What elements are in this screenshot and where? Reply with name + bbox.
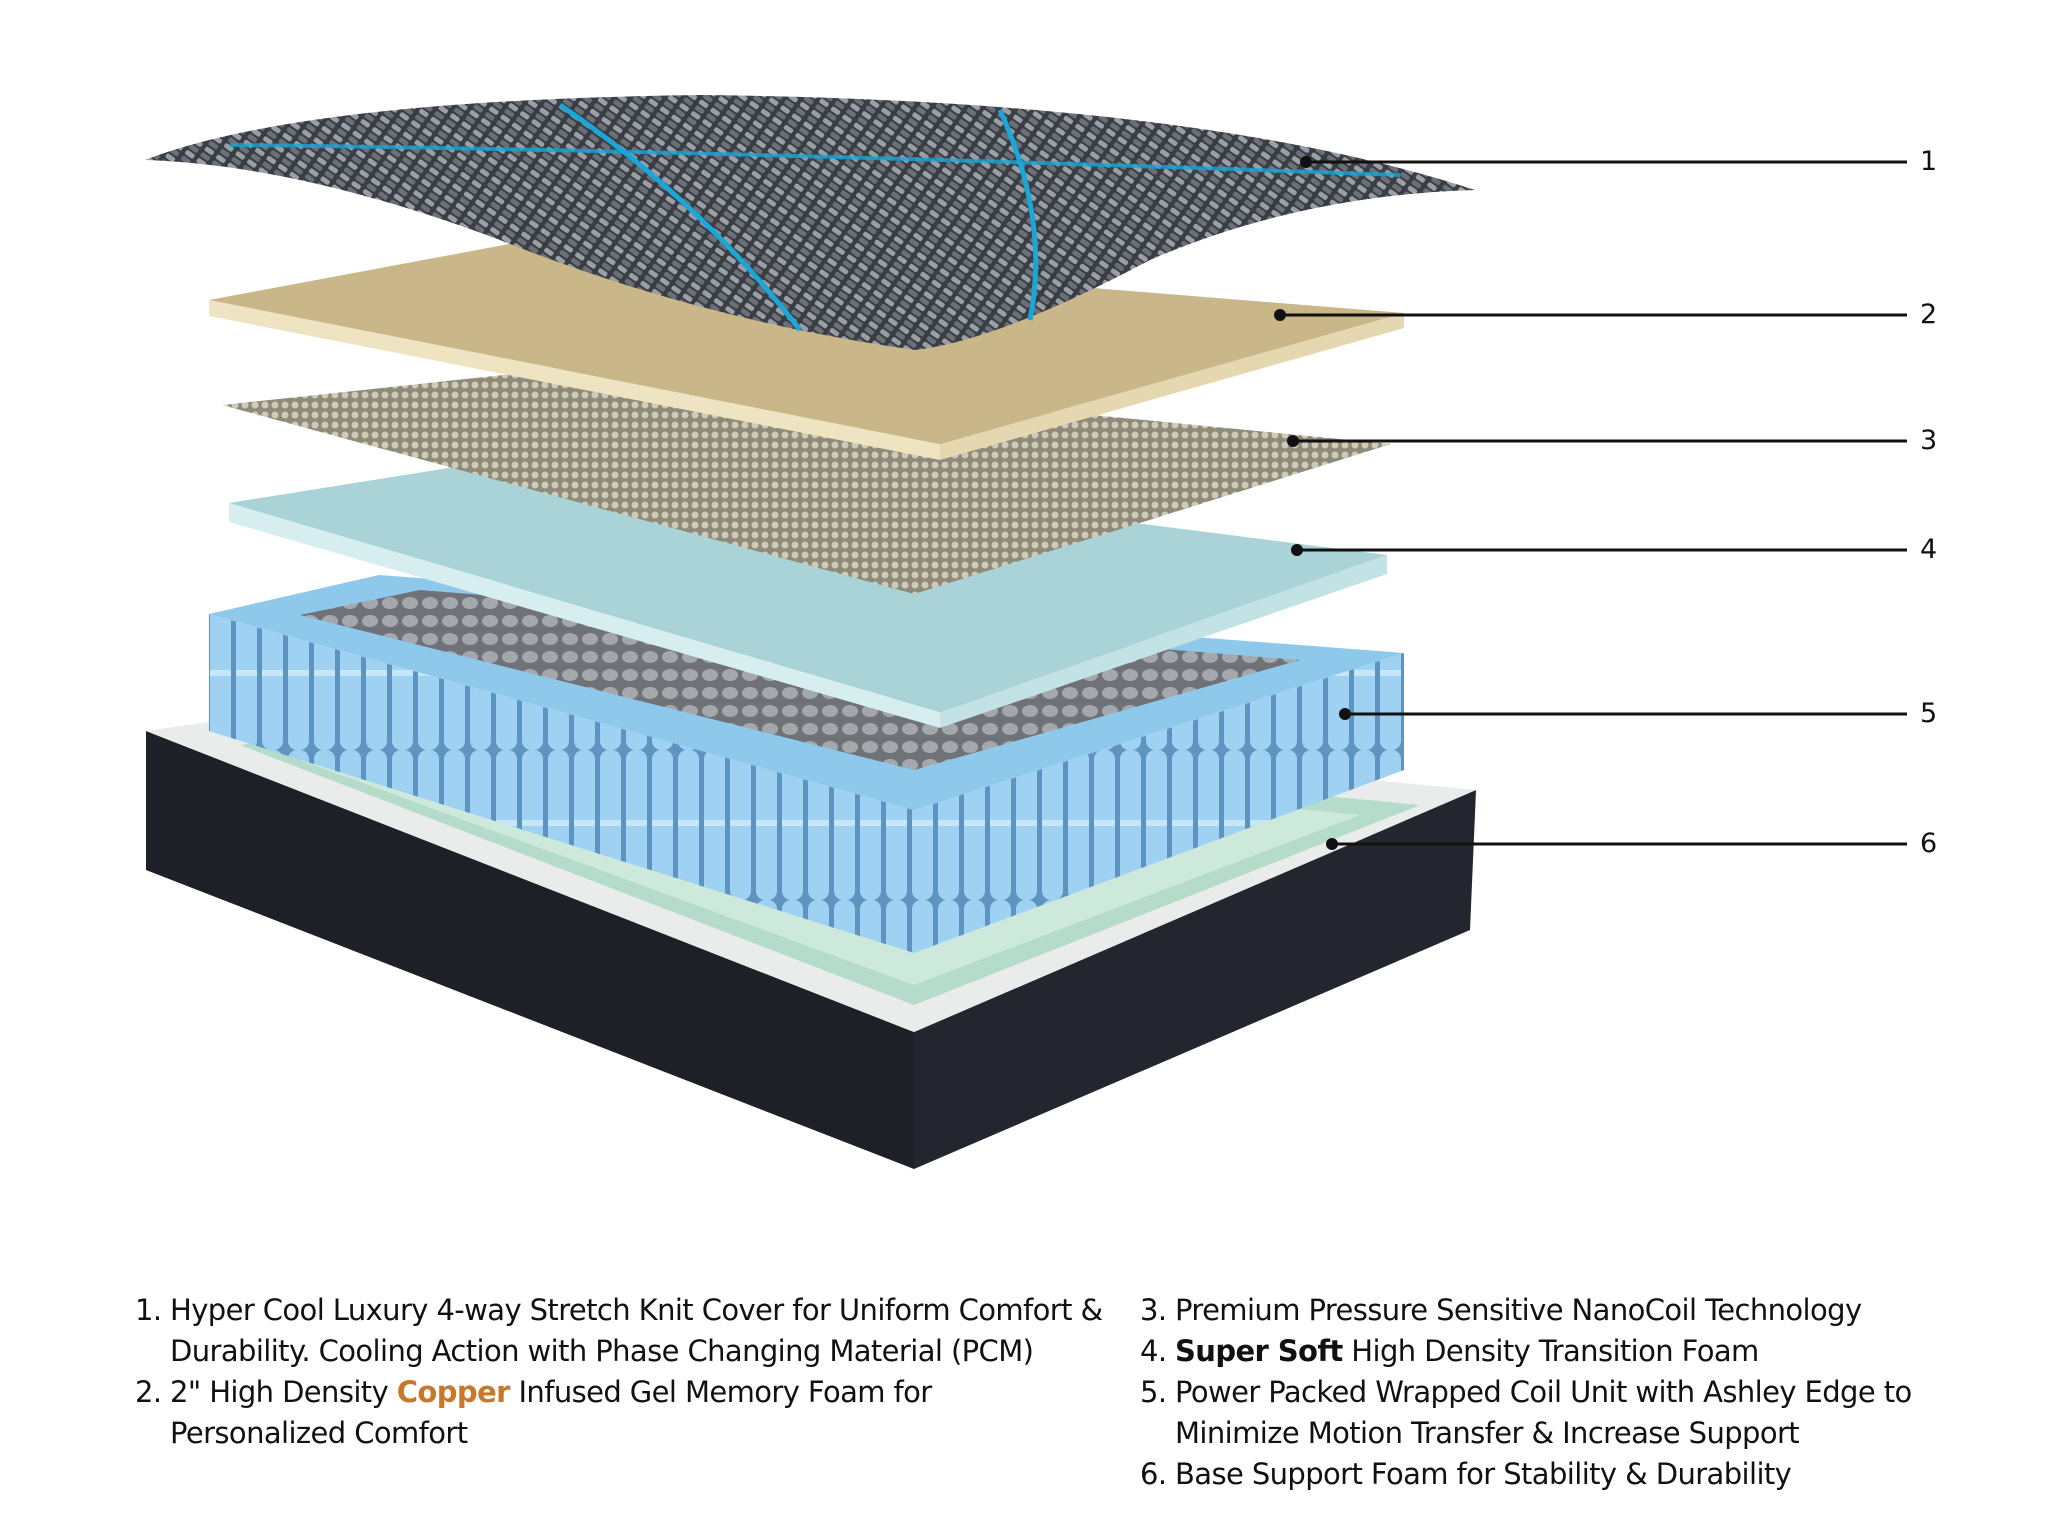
copper-highlight: Copper (396, 1375, 511, 1409)
callout-line-6 (1326, 838, 1907, 850)
callout-number-1: 1 (1920, 146, 1938, 177)
callout-number-3: 3 (1920, 425, 1938, 456)
callout-lines (1274, 156, 1907, 850)
callout-line-2 (1274, 309, 1907, 321)
transition-foam-layer (229, 450, 1387, 728)
callout-number-6: 6 (1920, 828, 1938, 859)
callout-number-4: 4 (1920, 534, 1938, 565)
callout-line-5 (1339, 708, 1907, 720)
copper-gel-memory-foam-layer (209, 242, 1404, 460)
callout-number-5: 5 (1920, 698, 1938, 729)
stretch-knit-cover-layer (145, 95, 1475, 350)
callout-line-3 (1287, 435, 1907, 447)
callout-line-4 (1291, 544, 1907, 556)
callout-number-2: 2 (1920, 299, 1938, 330)
nanocoil-layer (222, 366, 1391, 594)
callout-line-1 (1300, 156, 1907, 168)
